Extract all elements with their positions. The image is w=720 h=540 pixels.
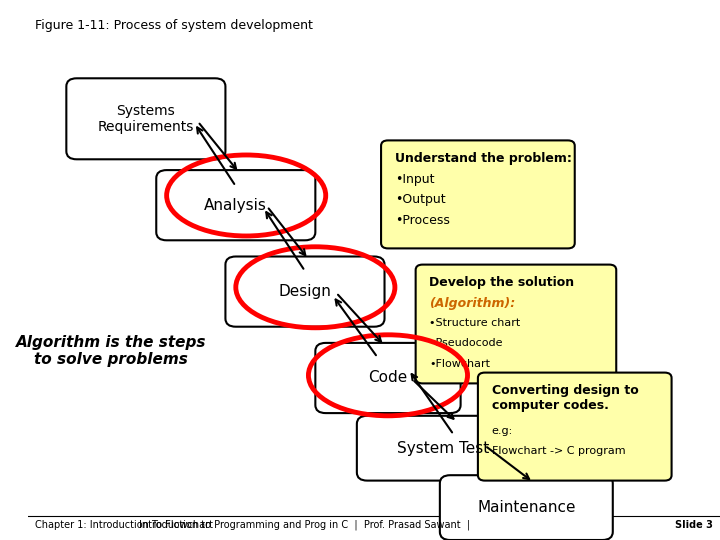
Text: •Flowchart: •Flowchart [430, 359, 490, 369]
Text: Converting design to
computer codes.: Converting design to computer codes. [492, 384, 639, 413]
Text: •Pseudocode: •Pseudocode [430, 338, 503, 348]
FancyBboxPatch shape [381, 140, 575, 248]
FancyBboxPatch shape [440, 475, 613, 540]
Text: Figure 1-11: Process of system development: Figure 1-11: Process of system developme… [35, 19, 313, 32]
FancyBboxPatch shape [478, 373, 672, 481]
Text: Analysis: Analysis [204, 198, 267, 213]
FancyBboxPatch shape [225, 256, 384, 327]
Text: Design: Design [279, 284, 331, 299]
Text: Flowchart -> C program: Flowchart -> C program [492, 446, 626, 456]
Text: •Structure chart: •Structure chart [430, 318, 521, 328]
Text: •Output: •Output [395, 193, 446, 206]
FancyBboxPatch shape [357, 416, 530, 481]
Text: •Process: •Process [395, 214, 450, 227]
Text: Algorithm is the steps
to solve problems: Algorithm is the steps to solve problems [16, 335, 207, 367]
Text: e.g:: e.g: [492, 426, 513, 436]
Text: Develop the solution: Develop the solution [430, 276, 575, 289]
Text: •Input: •Input [395, 173, 434, 186]
Text: Systems
Requirements: Systems Requirements [98, 104, 194, 134]
FancyBboxPatch shape [66, 78, 225, 159]
FancyBboxPatch shape [415, 265, 616, 383]
FancyBboxPatch shape [156, 170, 315, 240]
FancyBboxPatch shape [315, 343, 461, 413]
Text: Introduction to Programming and Prog in C  |  Prof. Prasad Sawant  |: Introduction to Programming and Prog in … [140, 519, 471, 530]
Text: Chapter 1: Introduction To Flowchart: Chapter 1: Introduction To Flowchart [35, 520, 213, 530]
Text: System Test: System Test [397, 441, 490, 456]
Text: Slide 3: Slide 3 [675, 520, 713, 530]
Text: Code: Code [369, 370, 408, 386]
Text: (Algorithm):: (Algorithm): [430, 297, 516, 310]
Text: Maintenance: Maintenance [477, 500, 575, 515]
Text: Understand the problem:: Understand the problem: [395, 152, 572, 165]
